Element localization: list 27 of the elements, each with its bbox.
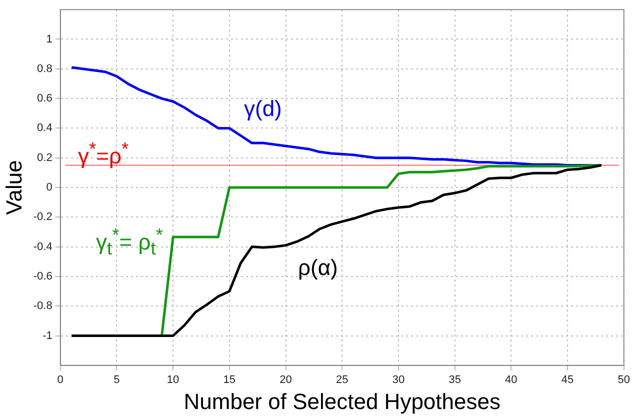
y-tick-label: 0.8 bbox=[37, 62, 52, 75]
x-tick-label: 5 bbox=[114, 374, 120, 386]
y-tick-label: -0.4 bbox=[33, 240, 52, 253]
x-axis-title: Number of Selected Hypotheses bbox=[184, 388, 500, 414]
y-tick-label: 0.2 bbox=[37, 152, 52, 164]
x-tick-label: 30 bbox=[392, 374, 405, 386]
x-tick-label: 45 bbox=[561, 374, 574, 386]
y-tick-label: 0 bbox=[46, 182, 52, 194]
x-tick-label: 15 bbox=[223, 374, 236, 386]
y-tick-label: 1 bbox=[46, 33, 52, 46]
series-label: ρ(α) bbox=[298, 255, 338, 280]
x-tick-label: 0 bbox=[57, 374, 64, 386]
x-tick-label: 50 bbox=[618, 374, 630, 386]
y-tick-label: 0.4 bbox=[37, 122, 52, 134]
x-tick-label: 40 bbox=[505, 374, 518, 386]
series-label: γ(d) bbox=[244, 96, 282, 121]
y-tick-label: 0.6 bbox=[37, 92, 52, 105]
ref-line-label: γ$^{*}$=ρ$^{*}$ bbox=[78, 138, 129, 168]
y-tick-label: -0.8 bbox=[33, 300, 52, 312]
y-axis-title: Value bbox=[1, 160, 26, 215]
y-tick-label: -0.2 bbox=[33, 211, 52, 224]
x-tick-label: 25 bbox=[336, 374, 348, 386]
x-tick-label: 20 bbox=[280, 374, 292, 386]
x-tick-label: 10 bbox=[166, 374, 180, 386]
x-tick-label: 35 bbox=[448, 374, 461, 386]
y-tick-label: -1 bbox=[42, 330, 52, 342]
y-tick-label: -0.6 bbox=[33, 270, 52, 282]
